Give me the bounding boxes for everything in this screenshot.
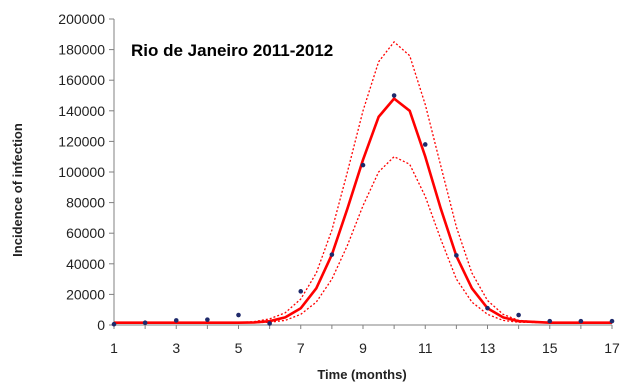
x-tick-label: 9: [359, 340, 367, 356]
observed-point: [298, 289, 304, 294]
y-tick-label: 20000: [66, 286, 105, 302]
observed-point: [360, 162, 366, 168]
observed-point: [205, 317, 210, 322]
y-tick-label: 60000: [66, 225, 105, 241]
observed-point: [609, 318, 615, 324]
series-layer: [111, 40, 615, 327]
observed-point: [111, 321, 117, 327]
y-tick-label: 0: [97, 317, 105, 333]
observed-point: [485, 305, 490, 311]
x-tick-label: 17: [604, 340, 620, 356]
x-tick-label: 1: [110, 340, 118, 356]
y-tick-label: 40000: [66, 256, 105, 272]
y-tick-label: 120000: [58, 133, 105, 149]
observed-point: [547, 318, 553, 324]
lower-bound-line: [114, 155, 612, 324]
y-tick-label: 100000: [58, 164, 105, 180]
x-tick-label: 5: [235, 340, 243, 356]
observed-point: [454, 253, 459, 258]
x-axis-ticks: 1 3 5 7 9 11 13 15 17: [110, 325, 620, 356]
chart-title: Rio de Janeiro 2011-2012: [131, 41, 333, 60]
observed-point: [516, 312, 521, 318]
x-axis-title: Time (months): [317, 367, 406, 382]
observed-point: [267, 321, 272, 326]
x-tick-label: 13: [480, 340, 496, 356]
y-tick-label: 160000: [58, 72, 105, 88]
y-tick-label: 200000: [58, 11, 105, 27]
observed-point: [391, 93, 397, 98]
observed-point: [173, 318, 179, 323]
x-tick-label: 11: [418, 340, 433, 356]
x-tick-label: 3: [172, 340, 180, 356]
y-tick-label: 80000: [66, 195, 105, 211]
y-axis-title: Incidence of infection: [10, 123, 25, 257]
observed-point: [422, 142, 428, 147]
x-tick-label: 7: [297, 340, 305, 356]
y-tick-label: 180000: [58, 42, 105, 58]
observed-point: [329, 252, 335, 257]
observed-point: [142, 320, 148, 326]
observed-point: [578, 318, 584, 324]
fit-line: [114, 97, 612, 324]
axes: [113, 19, 612, 326]
y-tick-label: 140000: [58, 103, 105, 119]
y-axis-ticks: 0 20000 40000 60000 80000 100000 120000 140000 1…: [58, 11, 114, 333]
upper-bound-line: [114, 40, 612, 324]
x-tick-label: 15: [542, 340, 558, 356]
observed-point: [236, 312, 241, 318]
